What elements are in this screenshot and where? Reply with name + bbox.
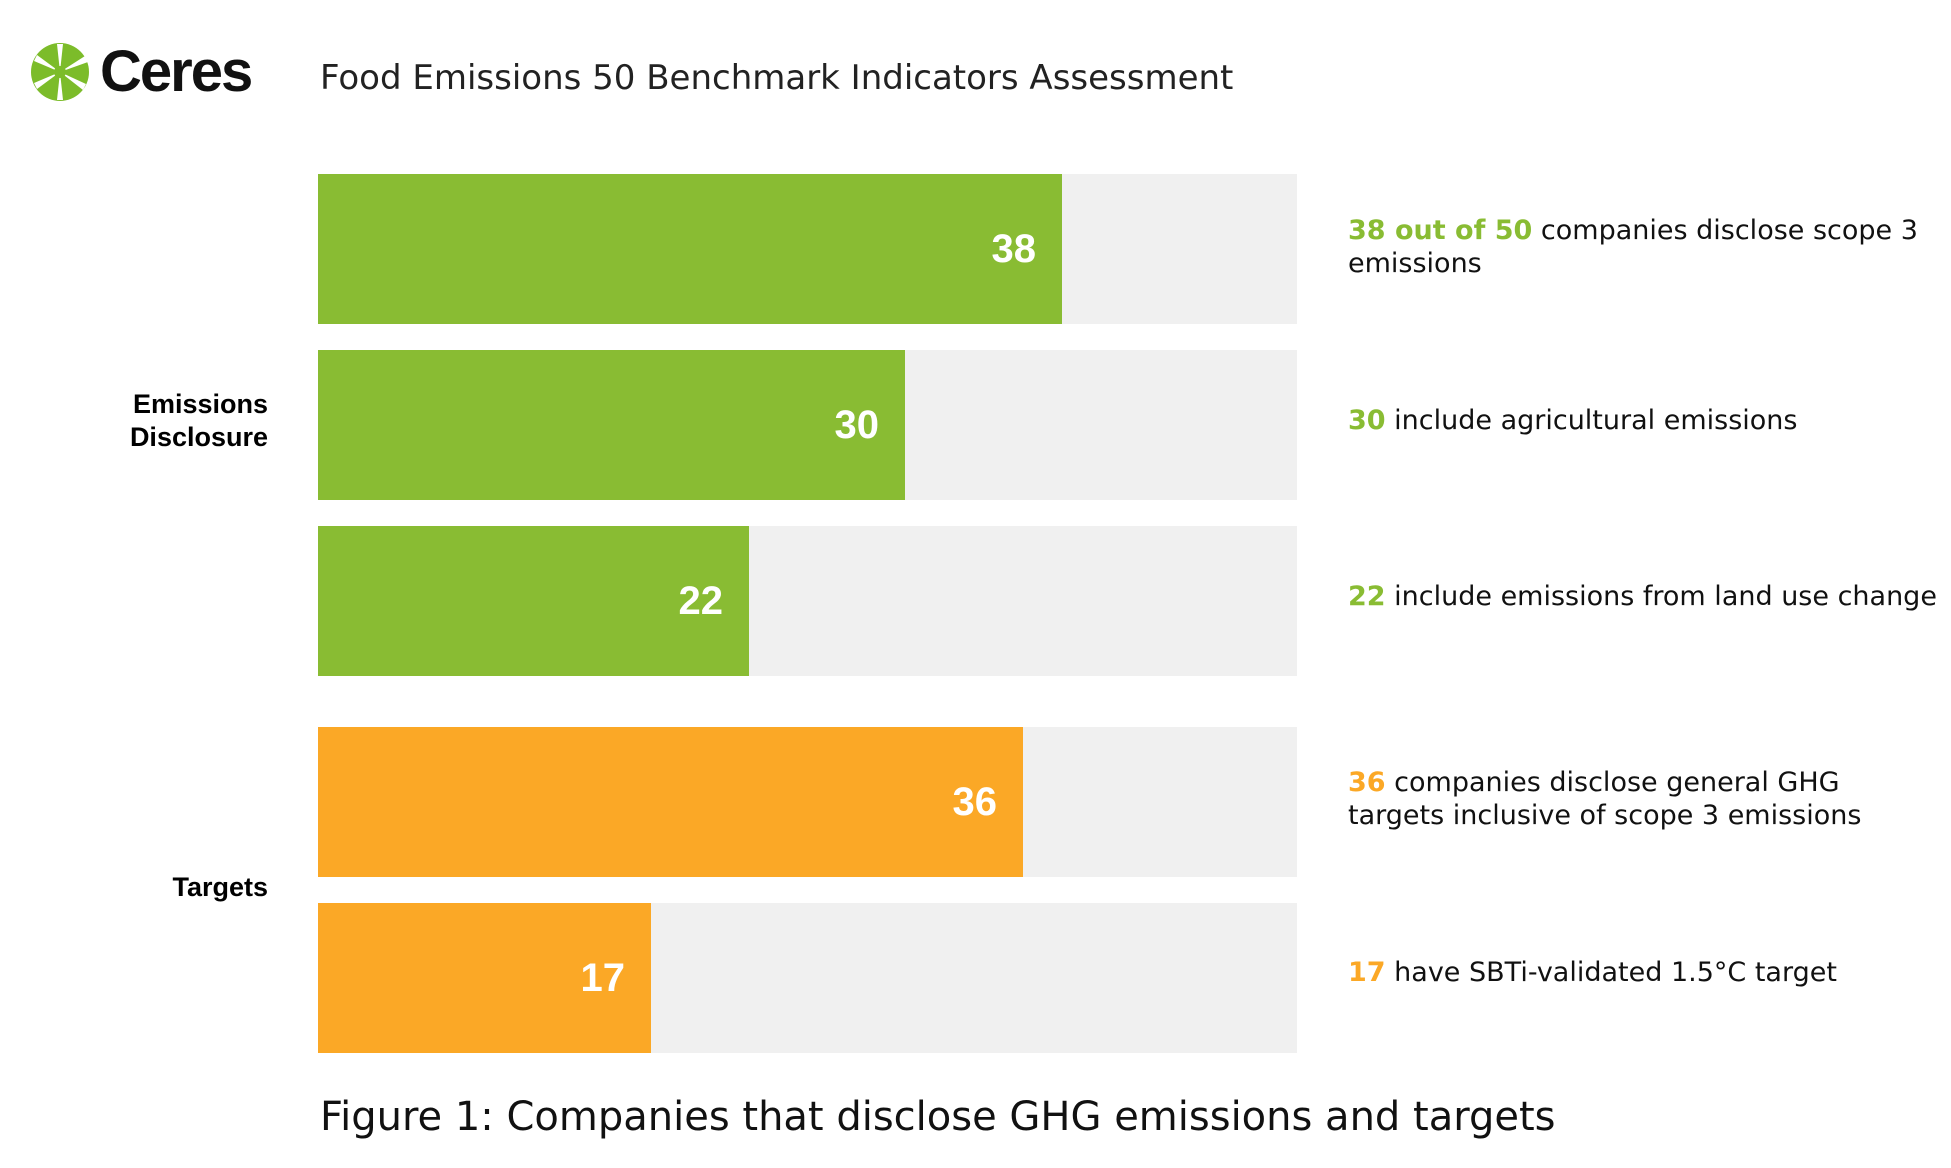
bar-value-label: 38 (991, 226, 1037, 271)
annotation-highlight: 22 (1348, 581, 1386, 612)
chart-subtitle: Food Emissions 50 Benchmark Indicators A… (320, 58, 1234, 98)
ceres-starburst-icon (31, 43, 89, 101)
bar (318, 526, 749, 676)
annotation-highlight: 17 (1348, 957, 1386, 988)
annotation-text: companies disclose general GHG targets i… (1348, 767, 1862, 831)
bar-annotation: 36 companies disclose general GHG target… (1348, 766, 1938, 832)
group-label-targets: Targets (0, 871, 268, 904)
bar (318, 727, 1023, 877)
bar-annotation: 17 have SBTi-validated 1.5°C target (1348, 956, 1938, 989)
bar (318, 903, 651, 1053)
group-label-line: Targets (172, 872, 268, 902)
bar-annotation: 30 include agricultural emissions (1348, 404, 1938, 437)
annotation-highlight: 30 (1348, 405, 1386, 436)
bar-value-label: 17 (580, 955, 626, 1000)
logo-text: Ceres (100, 39, 253, 104)
bar-annotation: 22 include emissions from land use chang… (1348, 580, 1938, 613)
annotation-highlight: 36 (1348, 767, 1386, 798)
group-label-line: Disclosure (129, 422, 268, 452)
figure-caption: Figure 1: Companies that disclose GHG em… (320, 1094, 1556, 1140)
bar-value-label: 36 (952, 779, 998, 824)
bar-value-label: 22 (678, 578, 724, 623)
annotation-text: have SBTi-validated 1.5°C target (1385, 957, 1837, 988)
bar-value-label: 30 (834, 402, 880, 447)
annotation-text: include agricultural emissions (1385, 405, 1798, 436)
annotation-highlight: 38 out of 50 (1348, 215, 1533, 246)
annotation-text: include emissions from land use change (1385, 581, 1937, 612)
group-label-line: Emissions (132, 389, 268, 419)
bar-annotation: 38 out of 50 companies disclose scope 3 … (1348, 214, 1938, 280)
bar-track: 30 (318, 350, 1297, 500)
ceres-logo: Ceres (30, 39, 253, 104)
bar (318, 174, 1062, 324)
bar (318, 350, 905, 500)
annotation-text: companies disclose scope 3 emissions (1348, 215, 1918, 279)
bar-track: 38 (318, 174, 1297, 324)
bar-track: 17 (318, 903, 1297, 1053)
bar-track: 36 (318, 727, 1297, 877)
bar-track: 22 (318, 526, 1297, 676)
group-label-disclosure: Emissions Disclosure (0, 388, 268, 454)
